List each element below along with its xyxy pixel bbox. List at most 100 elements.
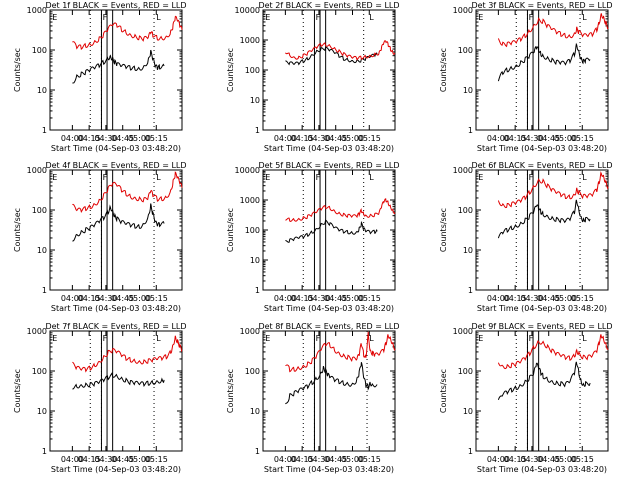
x-tick-label: 05:15: [571, 294, 594, 303]
x-axis-label: Start Time (04-Sep-03 03:48:20): [51, 465, 181, 474]
x-tick-label: 04:30: [520, 134, 543, 143]
x-tick-label: 05:00: [554, 134, 577, 143]
x-tick-label: 04:45: [324, 455, 347, 464]
y-tick-label: 100: [32, 46, 47, 55]
events-series-line: [285, 362, 378, 405]
y-tick-label: 10: [463, 86, 473, 95]
panel-title: Det 1f BLACK = Events, RED = LLD: [45, 1, 186, 10]
y-tick-label: 10: [250, 256, 260, 265]
x-tick-label: 04:30: [307, 455, 330, 464]
y-tick-label: 100: [32, 206, 47, 215]
events-series-line: [72, 203, 165, 242]
y-axis-label: Counts/sec: [13, 208, 22, 252]
x-tick-label: 05:00: [128, 294, 151, 303]
y-tick-label: 100: [245, 66, 260, 75]
panel-title: Det 7f BLACK = Events, RED = LLD: [45, 322, 186, 331]
flag-label: F: [103, 173, 108, 182]
y-tick-label: 1: [255, 126, 260, 135]
x-axis-label: Start Time (04-Sep-03 03:48:20): [264, 144, 394, 153]
flag-label: F: [103, 334, 108, 343]
flag-label: L: [369, 13, 374, 22]
flag-label: E: [478, 13, 483, 22]
x-tick-label: 05:15: [145, 294, 168, 303]
plot-frame: [475, 330, 609, 452]
flag-label: F: [103, 13, 108, 22]
x-tick-label: 04:30: [94, 455, 117, 464]
x-tick-label: 04:45: [111, 134, 134, 143]
flag-label: F: [529, 334, 534, 343]
y-tick-label: 1: [42, 286, 47, 295]
plot-frame: [262, 9, 396, 131]
events-series-line: [497, 42, 591, 82]
y-tick-label: 1000: [453, 166, 473, 175]
x-tick-label: 04:30: [520, 455, 543, 464]
panel-title: Det 8f BLACK = Events, RED = LLD: [258, 322, 399, 331]
x-tick-label: 05:00: [554, 294, 577, 303]
flag-label: L: [582, 173, 587, 182]
x-tick-label: 05:00: [341, 294, 364, 303]
y-axis-label: Counts/sec: [226, 369, 235, 413]
flag-label: F: [529, 173, 534, 182]
flag-label: L: [369, 334, 374, 343]
y-tick-label: 10: [250, 407, 260, 416]
y-tick-label: 1000: [27, 166, 47, 175]
y-axis-label: Counts/sec: [226, 48, 235, 92]
events-series-line: [285, 46, 378, 66]
lld-series-line: [497, 334, 609, 370]
y-axis-label: Counts/sec: [13, 369, 22, 413]
y-axis-label: Counts/sec: [439, 48, 448, 92]
x-tick-label: 05:00: [341, 134, 364, 143]
x-tick-label: 04:45: [111, 294, 134, 303]
x-tick-label: 05:15: [145, 134, 168, 143]
x-tick-label: 04:30: [94, 294, 117, 303]
x-tick-label: 04:30: [307, 134, 330, 143]
flag-label: E: [478, 173, 483, 182]
x-tick-label: 05:00: [554, 455, 577, 464]
panel-title: Det 5f BLACK = Events, RED = LLD: [258, 161, 399, 170]
x-tick-label: 04:15: [504, 134, 527, 143]
x-tick-label: 04:45: [324, 134, 347, 143]
x-tick-label: 04:30: [94, 134, 117, 143]
x-tick-label: 04:00: [274, 134, 297, 143]
y-tick-label: 1: [255, 447, 260, 456]
lld-series-line: [285, 331, 396, 373]
x-tick-label: 04:30: [307, 294, 330, 303]
y-tick-label: 10: [463, 246, 473, 255]
panel-title: Det 3f BLACK = Events, RED = LLD: [471, 1, 612, 10]
x-axis-label: Start Time (04-Sep-03 03:48:20): [51, 304, 181, 313]
x-tick-label: 05:15: [358, 134, 381, 143]
plot-frame: [262, 169, 396, 291]
x-tick-label: 04:45: [537, 134, 560, 143]
x-tick-label: 05:00: [128, 455, 151, 464]
x-tick-label: 04:00: [274, 455, 297, 464]
y-tick-label: 1000: [240, 36, 260, 45]
plot-frame: [49, 9, 183, 131]
x-tick-label: 04:00: [61, 134, 84, 143]
y-tick-label: 100: [245, 226, 260, 235]
lld-series-line: [497, 13, 609, 48]
panel-8: Det 8f BLACK = Events, RED = LLD E F L 1 10 10…: [226, 322, 400, 474]
y-tick-label: 1000: [27, 327, 47, 336]
x-tick-label: 04:30: [520, 294, 543, 303]
x-tick-label: 04:00: [61, 294, 84, 303]
y-tick-label: 10000: [235, 6, 260, 15]
flag-label: E: [52, 13, 57, 22]
panel-title: Det 6f BLACK = Events, RED = LLD: [471, 161, 612, 170]
y-tick-label: 1: [42, 447, 47, 456]
panel-title: Det 9f BLACK = Events, RED = LLD: [471, 322, 612, 331]
panel-2: Det 2f BLACK = Events, RED = LLD E F L 1 10 10…: [226, 1, 400, 153]
plot-frame: [475, 9, 609, 131]
flag-label: L: [156, 13, 161, 22]
flag-label: L: [369, 173, 374, 182]
x-tick-label: 05:15: [571, 134, 594, 143]
flag-label: F: [529, 13, 534, 22]
x-tick-label: 04:45: [111, 455, 134, 464]
flag-label: E: [265, 13, 270, 22]
y-axis-label: Counts/sec: [439, 208, 448, 252]
panel-4: Det 4f BLACK = Events, RED = LLD E F L 1 10 10…: [13, 161, 187, 313]
flag-label: F: [316, 173, 321, 182]
events-series-line: [285, 219, 378, 243]
x-tick-label: 04:45: [324, 294, 347, 303]
lld-series-line: [285, 40, 396, 61]
